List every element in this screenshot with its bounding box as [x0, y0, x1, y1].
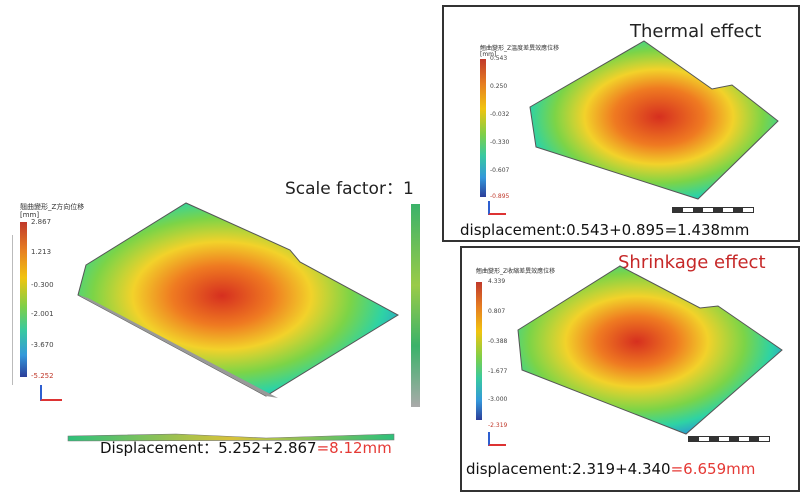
shrinkage-colorbar: [476, 282, 482, 420]
shrinkage-tick-3: -1.677: [488, 368, 508, 375]
left-legend-unit: [mm]: [20, 211, 40, 219]
thermal-axis-triad-icon: [488, 201, 506, 215]
left-tick-5: -5.252: [31, 372, 54, 380]
shrinkage-axis-triad-icon: [488, 432, 506, 446]
center-side-strip: [411, 204, 420, 407]
shrinkage-caption-prefix: displacement:2.319+4.340: [466, 460, 671, 478]
thermal-tick-1: 0.250: [490, 83, 508, 90]
thermal-colorbar: [480, 59, 486, 197]
shrinkage-effect-panel: Shrinkage effect 翹曲變形_Z收縮差異效應位移 4.339 0.…: [460, 246, 800, 492]
thermal-title: Thermal effect: [630, 21, 762, 42]
left-axis-triad-icon: [40, 385, 62, 401]
shrinkage-tick-2: -0.388: [488, 338, 508, 345]
left-colorbar: [20, 222, 27, 377]
shrinkage-tick-4: -3.000: [488, 396, 508, 403]
thermal-tick-2: -0.032: [490, 111, 510, 118]
left-tick-4: -3.670: [31, 341, 54, 349]
shrinkage-title: Shrinkage effect: [618, 252, 766, 273]
left-tick-0: 2.867: [31, 218, 52, 226]
left-displacement-caption: Displacement：5.252+2.867=8.12mm: [100, 437, 392, 458]
thermal-warpage-plot: [529, 40, 779, 200]
shrinkage-tick-5: -2.319: [488, 422, 508, 429]
shrinkage-warpage-plot: [517, 265, 783, 435]
left-edge-fragment: [0, 235, 13, 385]
scale-factor-label: Scale factor：1: [285, 179, 414, 199]
thermal-displacement-caption: displacement:0.543+0.895=1.438mm: [460, 221, 750, 239]
left-caption-prefix: Displacement：5.252+2.867: [100, 439, 317, 457]
shrinkage-scale-bar: [688, 436, 770, 442]
shrinkage-caption-equals: =6.659mm: [670, 460, 756, 478]
left-tick-3: -2.001: [31, 310, 54, 318]
thermal-scale-bar: [672, 207, 754, 213]
thermal-effect-panel: Thermal effect 翹曲變形_Z溫度差異效應位移 [mm] 0.543…: [442, 5, 800, 242]
thermal-tick-0: 0.543: [490, 55, 508, 62]
left-caption-equals: =8.12mm: [316, 439, 392, 457]
left-side-profile: [67, 433, 395, 442]
left-warpage-plot: [77, 202, 400, 398]
thermal-legend-title: 翹曲變形_Z溫度差異效應位移: [480, 45, 560, 52]
shrinkage-tick-0: 4.339: [488, 278, 506, 285]
shrinkage-displacement-caption: displacement:2.319+4.340=6.659mm: [466, 460, 756, 478]
thermal-tick-4: -0.607: [490, 167, 510, 174]
shrinkage-tick-1: 0.807: [488, 308, 506, 315]
left-tick-2: -0.300: [31, 281, 54, 289]
thermal-legend-unit: [mm]: [480, 51, 497, 58]
thermal-tick-3: -0.330: [490, 139, 510, 146]
shrinkage-legend-title: 翹曲變形_Z收縮差異效應位移: [476, 268, 556, 275]
left-tick-1: 1.213: [31, 248, 52, 256]
thermal-tick-5: -0.895: [490, 193, 510, 200]
left-legend-title: 翹曲變形_Z方向位移: [20, 203, 85, 211]
